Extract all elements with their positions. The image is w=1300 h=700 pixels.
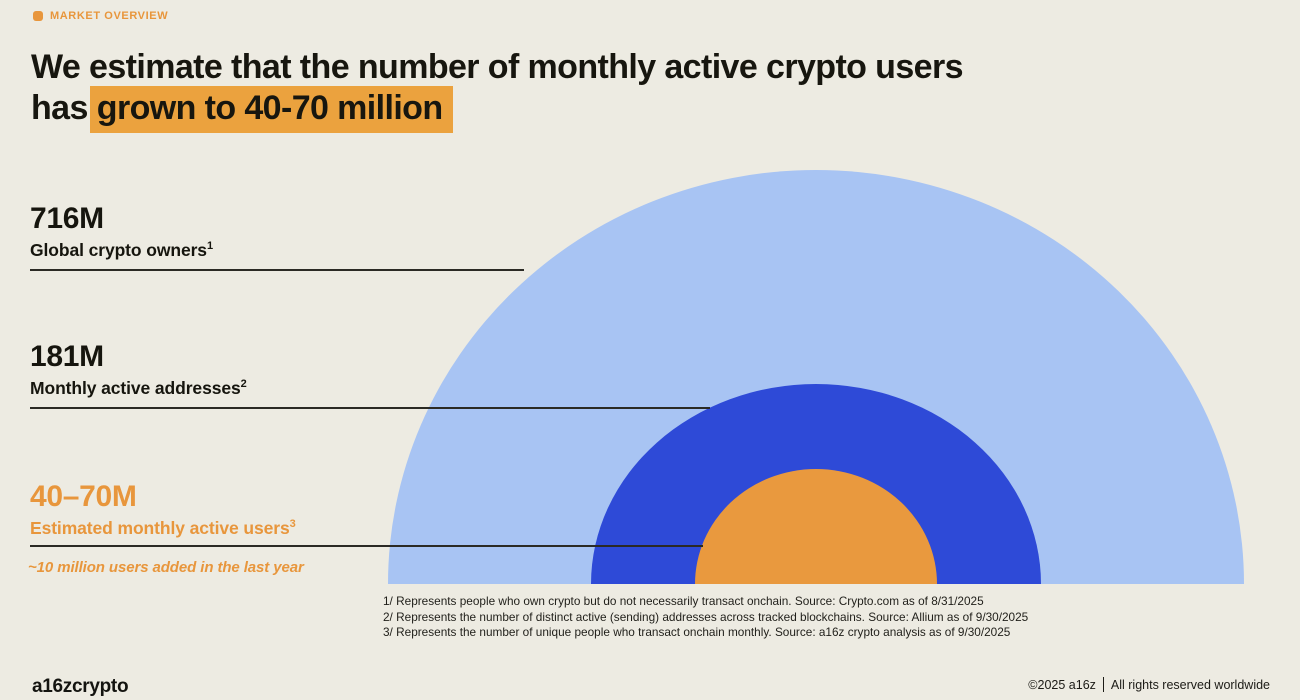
- stat-label: Global crypto owners1: [30, 240, 213, 260]
- slide-title-line2-prefix: has: [31, 89, 88, 127]
- square-bullet-icon: [33, 11, 43, 21]
- stat-monthly-active-addresses: 181M Monthly active addresses2: [30, 340, 247, 399]
- footnote-ref: 2: [240, 378, 247, 391]
- footer-copyright: ©2025 a16z All rights reserved worldwide: [1028, 677, 1270, 692]
- callout-line-active-addresses: [30, 407, 710, 409]
- stat-value: 181M: [30, 340, 104, 373]
- footnotes: 1/ Represents people who own crypto but …: [383, 594, 1028, 641]
- slide-title: We estimate that the number of monthly a…: [31, 47, 964, 133]
- annotation-users-added: ~10 million users added in the last year: [28, 559, 304, 576]
- divider: [1102, 677, 1104, 692]
- stat-estimated-monthly-active-users: 40–70M Estimated monthly active users3: [30, 480, 296, 539]
- copyright-text: ©2025 a16z: [1028, 677, 1096, 692]
- stat-label: Monthly active addresses2: [30, 378, 247, 398]
- eyebrow: MARKET OVERVIEW: [33, 10, 168, 22]
- footnote-ref: 3: [289, 518, 296, 531]
- stat-value: 716M: [30, 202, 104, 235]
- callout-line-active-users: [30, 545, 703, 547]
- eyebrow-label: MARKET OVERVIEW: [50, 10, 169, 22]
- footnote-1: 1/ Represents people who own crypto but …: [383, 594, 984, 608]
- stat-label: Estimated monthly active users3: [30, 518, 296, 538]
- slide-title-highlight: grown to 40-70 million: [89, 86, 453, 133]
- stat-global-crypto-owners: 716M Global crypto owners1: [30, 202, 213, 261]
- slide-title-line1: We estimate that the number of monthly a…: [31, 48, 964, 86]
- rights-text: All rights reserved worldwide: [1110, 677, 1270, 692]
- footnote-ref: 1: [206, 240, 213, 253]
- footnote-3: 3/ Represents the number of unique peopl…: [383, 625, 1011, 640]
- callout-line-global-owners: [30, 269, 524, 271]
- a16zcrypto-logo: a16zcrypto: [32, 676, 129, 697]
- footnote-2: 2/ Represents the number of distinct act…: [383, 609, 1029, 624]
- stat-value: 40–70M: [30, 480, 137, 513]
